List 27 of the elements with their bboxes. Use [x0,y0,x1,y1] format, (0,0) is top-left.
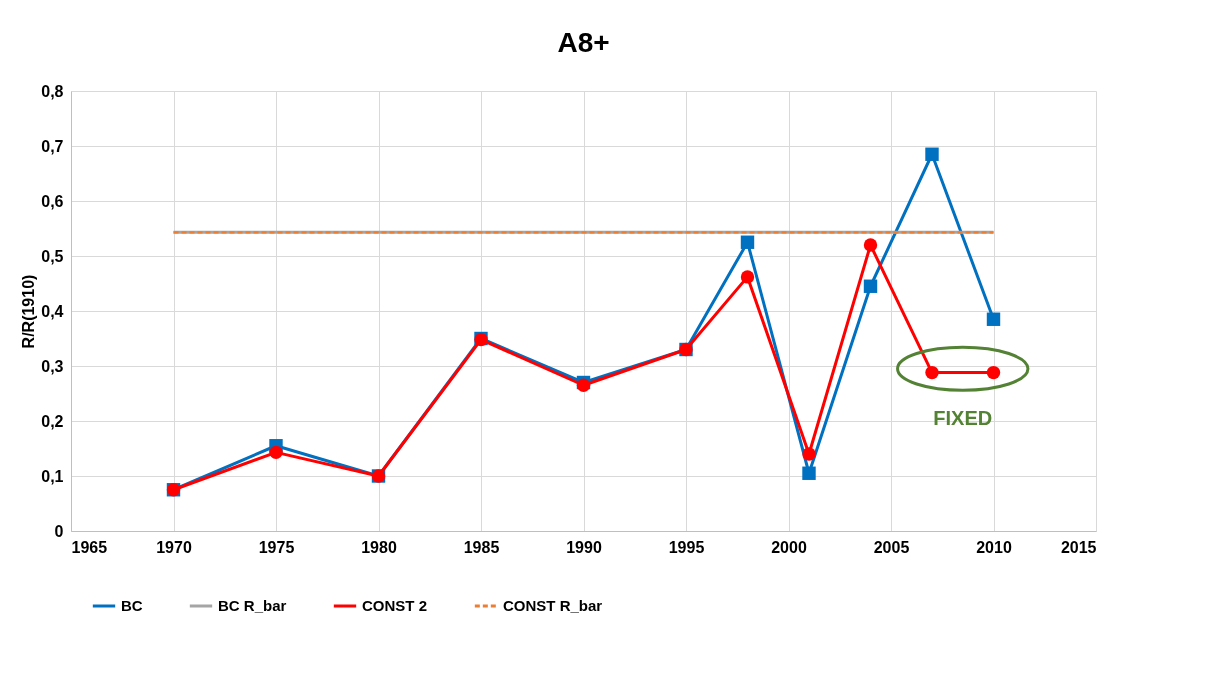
y-tick-label: 0,7 [41,137,64,155]
legend-label: CONST 2 [362,597,428,614]
legend-label: CONST R_bar [503,597,603,614]
y-tick-label: 0,4 [41,302,64,320]
y-tick-label: 0,5 [41,247,64,265]
x-tick-label: 2005 [873,538,910,556]
x-tick-label: 1970 [156,538,192,556]
x-tick-label: 2000 [771,538,807,556]
legend-label: BC [121,597,143,614]
x-tick-label: 1985 [463,538,500,556]
x-tick-label: 1990 [566,538,602,556]
chart-title: A8+ [557,27,610,58]
x-tick-label: 1995 [668,538,705,556]
y-tick-label: 0,2 [41,412,64,430]
y-tick-label: 0,8 [41,82,64,100]
y-tick-label: 0,6 [41,192,64,210]
x-tick-label: 1980 [361,538,397,556]
annotation: FIXED [933,406,993,429]
y-axis-title: R/R(1910) [20,274,38,349]
legend-label: BC R_bar [218,597,287,614]
x-tick-label: 1965 [71,538,108,556]
y-tick-label: 0,3 [41,357,64,375]
x-tick-label: 1975 [258,538,295,556]
x-tick-label: 2015 [1060,538,1097,556]
y-tick-label: 0 [54,522,64,540]
y-tick-label: 0,1 [41,467,64,485]
x-tick-label: 2010 [976,538,1012,556]
